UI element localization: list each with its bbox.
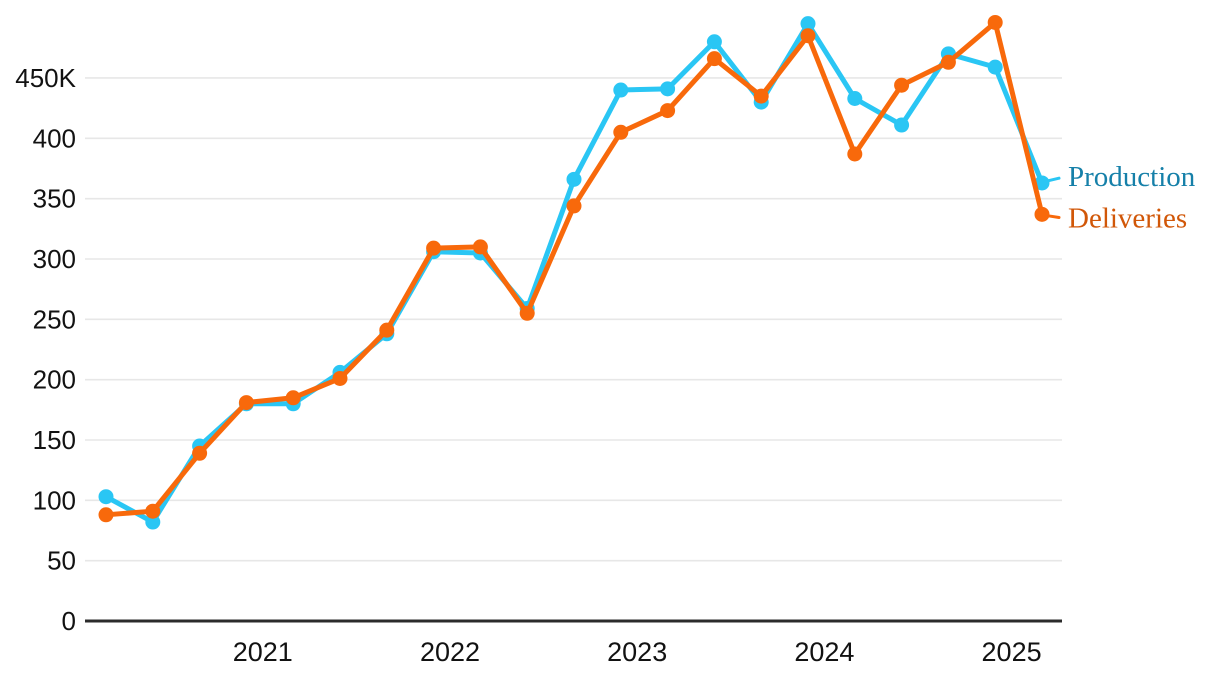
deliveries-point-Q4 2022 xyxy=(613,124,629,140)
y-tick-label-0: 0 xyxy=(62,606,76,636)
deliveries-point-Q2 2021 xyxy=(332,370,348,386)
production-point-Q1 2024 xyxy=(847,90,863,106)
production-point-Q2 2023 xyxy=(706,34,722,50)
production-point-Q2 2024 xyxy=(894,117,910,133)
production-point-Q4 2023 xyxy=(800,16,816,32)
grid-layer xyxy=(85,77,1062,623)
x-tick-label-2023: 2023 xyxy=(607,637,667,667)
deliveries-point-Q2 2024 xyxy=(894,77,910,93)
deliveries-point-Q1 2022 xyxy=(472,239,488,255)
deliveries-point-Q3 2020 xyxy=(192,445,208,461)
production-point-Q1 2020 xyxy=(98,489,114,505)
y-tick-label-300: 300 xyxy=(33,244,76,274)
deliveries-point-Q1 2024 xyxy=(847,146,863,162)
deliveries-point-Q3 2021 xyxy=(379,322,395,338)
y-tick-label-400: 400 xyxy=(33,123,76,153)
x-tick-label-2025: 2025 xyxy=(982,637,1042,667)
deliveries-legend-label: Deliveries xyxy=(1068,202,1187,234)
deliveries-point-Q2 2023 xyxy=(706,51,722,67)
deliveries-line xyxy=(103,19,1045,518)
y-tick-label-150: 150 xyxy=(33,425,76,455)
production-legend-label: Production xyxy=(1068,161,1196,193)
deliveries-point-Q3 2024 xyxy=(940,54,956,70)
y-tick-label-350: 350 xyxy=(33,184,76,214)
x-tick-label-2021: 2021 xyxy=(233,637,293,667)
deliveries-point-Q1 2021 xyxy=(285,390,301,406)
series-layer xyxy=(98,14,1050,530)
x-tick-label-2024: 2024 xyxy=(794,637,854,667)
deliveries-point-Q4 2020 xyxy=(238,395,254,411)
deliveries-point-Q3 2023 xyxy=(753,88,769,104)
deliveries-point-Q1 2023 xyxy=(660,103,676,119)
y-tick-label-200: 200 xyxy=(33,365,76,395)
production-legend-connector xyxy=(1047,176,1061,183)
production-point-Q2 2020 xyxy=(145,514,161,530)
y-tick-label-450: 450K xyxy=(15,63,76,93)
deliveries-point-Q2 2020 xyxy=(145,503,161,519)
deliveries-point-Q1 2020 xyxy=(98,507,114,523)
production-point-Q1 2025 xyxy=(1034,175,1050,191)
y-tick-label-250: 250 xyxy=(33,304,76,334)
y-tick-label-100: 100 xyxy=(33,485,76,515)
production-line xyxy=(103,21,1045,525)
label-layer: 0 50 100 150 200 250 300 350 400 450K 2021 2022 2023… xyxy=(15,63,1196,667)
deliveries-legend-connector xyxy=(1047,214,1061,220)
deliveries-point-Q4 2024 xyxy=(987,14,1003,30)
production-point-Q4 2022 xyxy=(613,82,629,98)
deliveries-point-Q1 2025 xyxy=(1034,206,1050,222)
deliveries-point-Q3 2022 xyxy=(566,198,582,214)
x-tick-label-2022: 2022 xyxy=(420,637,480,667)
production-point-Q3 2022 xyxy=(566,171,582,187)
deliveries-point-Q4 2023 xyxy=(800,28,816,44)
production-point-Q1 2023 xyxy=(660,81,676,97)
production-point-Q4 2024 xyxy=(987,59,1003,75)
deliveries-point-Q4 2021 xyxy=(426,240,442,256)
y-tick-label-50: 50 xyxy=(47,546,76,576)
deliveries-point-Q2 2022 xyxy=(519,305,535,321)
